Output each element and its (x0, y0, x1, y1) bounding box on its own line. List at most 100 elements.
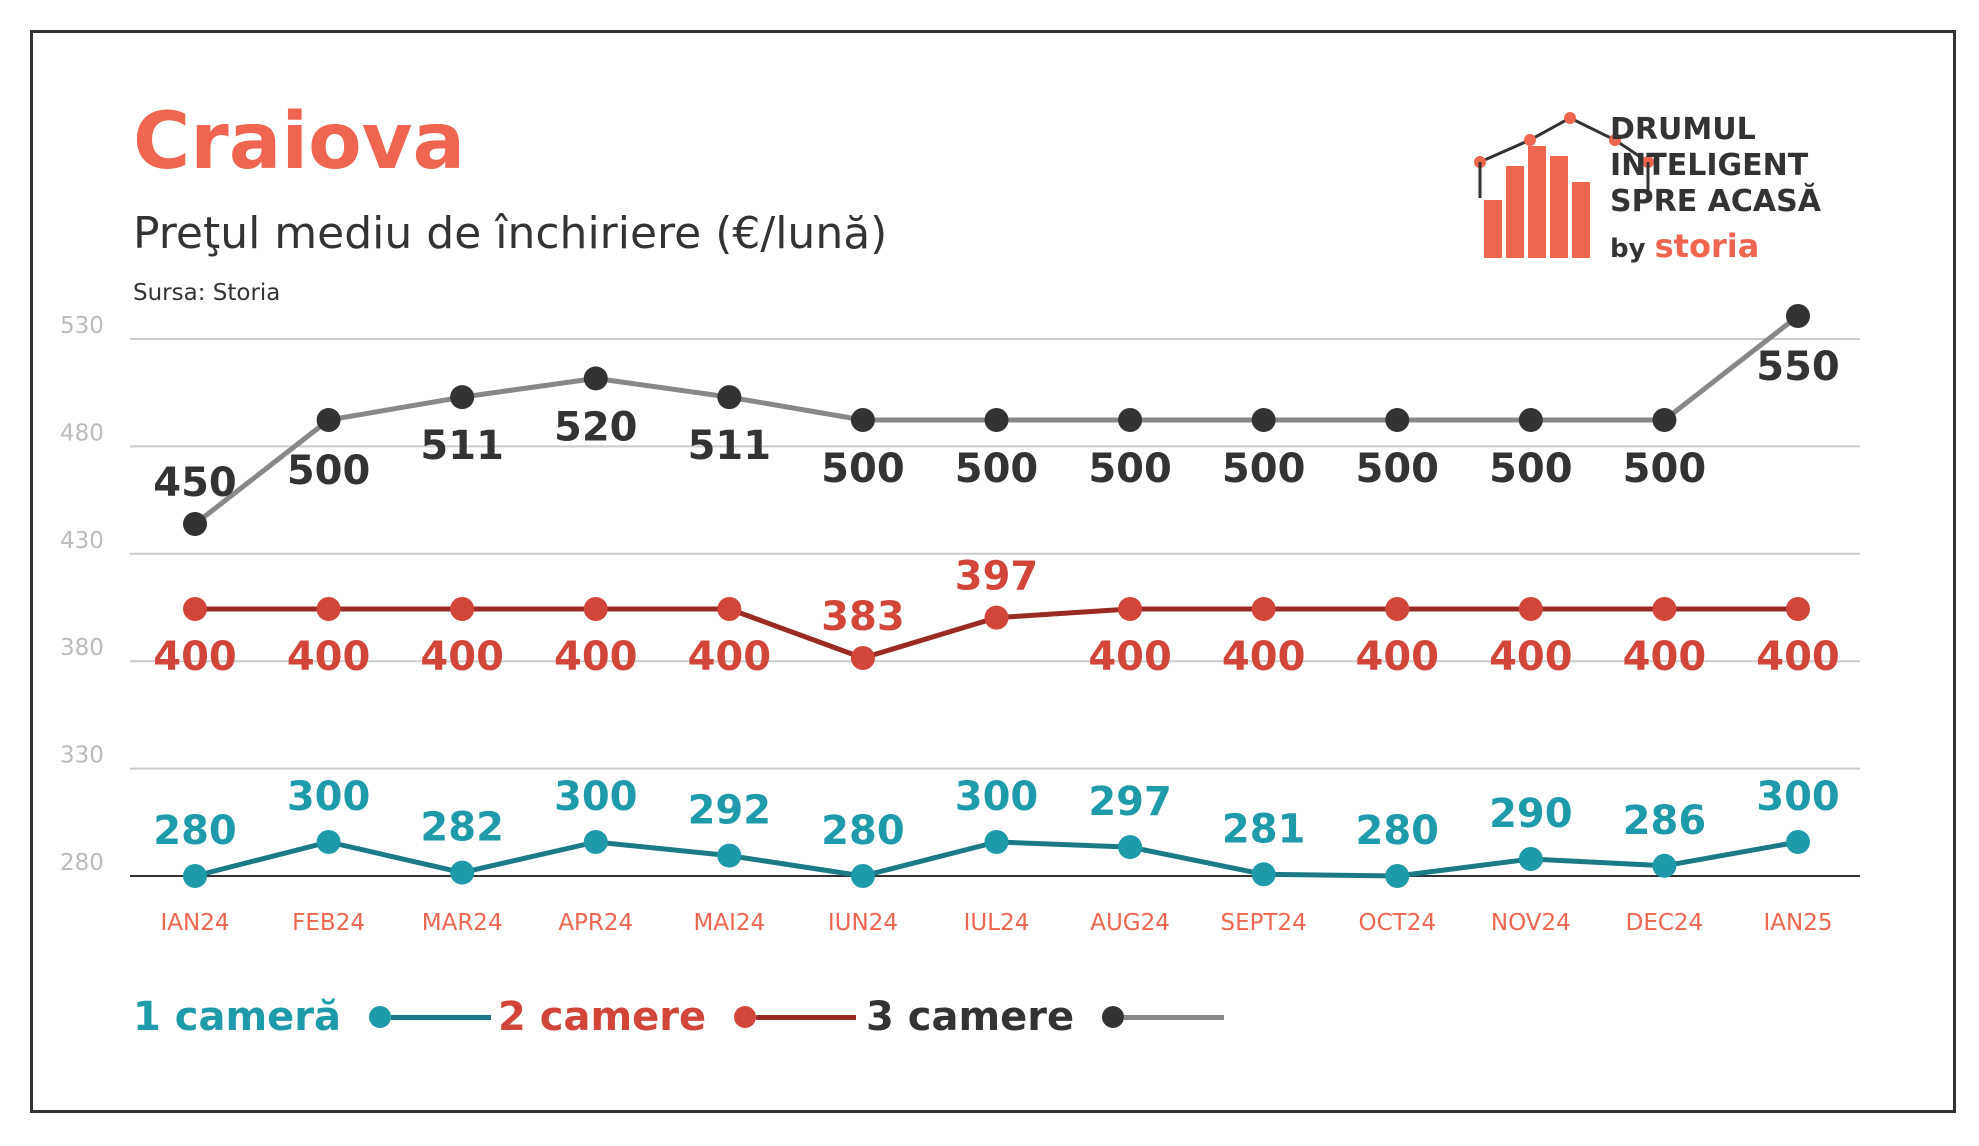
data-point (1385, 864, 1410, 888)
legend-marker-3 (1102, 1006, 1125, 1028)
data-label: 400 (1356, 634, 1440, 680)
data-point (316, 830, 341, 854)
x-tick-label: DEC24 (1626, 910, 1704, 936)
data-label: 500 (1088, 446, 1172, 492)
y-tick-label: 280 (60, 850, 104, 876)
data-label: 500 (287, 448, 371, 494)
data-point (1251, 597, 1276, 621)
data-label: 400 (1222, 634, 1306, 680)
logo-icon (1474, 112, 1654, 258)
data-label: 500 (955, 446, 1039, 492)
data-point (1518, 847, 1543, 871)
x-tick-label: SEPT24 (1221, 910, 1307, 936)
x-tick-label: IAN25 (1764, 910, 1833, 936)
source-note: Sursa: Storia (133, 280, 281, 306)
data-point (183, 597, 207, 621)
logo-line-1: DRUMUL (1610, 112, 1756, 147)
legend-line-2 (756, 1014, 857, 1020)
data-point (1786, 597, 1810, 621)
data-point (583, 597, 608, 621)
chart-subtitle: Preţul mediu de închiriere (€/lună) (133, 208, 888, 259)
chart-frame (30, 30, 1956, 1113)
data-point (316, 408, 341, 432)
data-label: 300 (1756, 774, 1840, 820)
logo-by: by storia (1610, 230, 1759, 262)
data-point (850, 646, 875, 670)
x-tick-label: NOV24 (1491, 910, 1571, 936)
data-label: 383 (821, 594, 905, 640)
x-tick-label: IUN24 (828, 910, 898, 936)
data-label: 550 (1756, 344, 1840, 390)
data-point (583, 366, 608, 391)
data-label: 300 (554, 774, 638, 820)
data-point (1518, 597, 1543, 621)
x-tick-label: AUG24 (1090, 910, 1170, 936)
data-label: 400 (554, 634, 638, 680)
data-point (717, 597, 742, 621)
data-point (183, 512, 207, 536)
data-label: 292 (688, 788, 772, 834)
data-label: 500 (1489, 446, 1573, 492)
data-label: 282 (420, 805, 504, 851)
legend-item-2: 2 camere (498, 992, 857, 1042)
data-point (450, 385, 475, 410)
data-point (316, 597, 341, 621)
data-point (1118, 835, 1143, 860)
data-point (984, 830, 1009, 854)
x-tick-label: IAN24 (161, 910, 230, 936)
x-tick-label: MAR24 (422, 910, 503, 936)
data-point (183, 864, 207, 888)
legend-marker-1 (369, 1006, 391, 1028)
data-point (583, 830, 608, 854)
x-tick-label: FEB24 (292, 910, 365, 936)
data-label: 500 (1356, 446, 1440, 492)
data-point (450, 860, 475, 885)
data-label: 280 (1356, 808, 1440, 854)
data-point (1652, 408, 1677, 432)
data-point (450, 597, 475, 621)
legend-marker-2 (734, 1006, 757, 1028)
data-label: 500 (1222, 446, 1306, 492)
data-point (1118, 597, 1143, 621)
legend-label-1: 1 cameră (133, 994, 341, 1040)
y-tick-label: 430 (60, 528, 104, 554)
data-point (1251, 408, 1276, 432)
data-label: 400 (1088, 634, 1172, 680)
data-label: 280 (821, 808, 905, 854)
data-label: 286 (1623, 798, 1707, 844)
data-label: 281 (1222, 806, 1306, 852)
logo-by-label: by (1610, 234, 1646, 264)
data-label: 290 (1489, 791, 1573, 837)
logo-line-3: SPRE ACASĂ (1610, 184, 1821, 219)
y-tick-label: 480 (60, 420, 104, 446)
data-label: 300 (287, 774, 371, 820)
x-tick-label: OCT24 (1359, 910, 1436, 936)
logo-line-2: INTELIGENT (1610, 148, 1809, 183)
data-label: 280 (153, 808, 237, 854)
data-label: 500 (1623, 446, 1707, 492)
legend-line-1 (391, 1014, 491, 1020)
legend-label-3: 3 camere (866, 994, 1075, 1040)
data-label: 297 (1088, 779, 1172, 825)
data-label: 400 (420, 634, 504, 680)
data-point (1786, 830, 1810, 854)
data-point (1786, 304, 1810, 328)
x-tick-label: APR24 (558, 910, 633, 936)
legend-item-3: 3 camere (866, 992, 1225, 1042)
y-tick-label: 330 (60, 743, 104, 769)
x-tick-label: MAI24 (694, 910, 766, 936)
logo-text: DRUMUL INTELIGENT SPRE ACASĂ (1610, 112, 1821, 220)
data-label: 400 (287, 634, 371, 680)
data-point (717, 385, 742, 410)
data-point (1652, 597, 1677, 621)
data-point (1518, 408, 1543, 432)
x-tick-label: IUL24 (964, 910, 1030, 936)
data-label: 400 (1756, 634, 1840, 680)
data-point (1118, 408, 1143, 432)
data-label: 520 (554, 404, 638, 450)
data-point (1652, 853, 1677, 878)
y-tick-label: 530 (60, 313, 104, 339)
data-point (1385, 408, 1410, 432)
data-point (984, 605, 1009, 630)
